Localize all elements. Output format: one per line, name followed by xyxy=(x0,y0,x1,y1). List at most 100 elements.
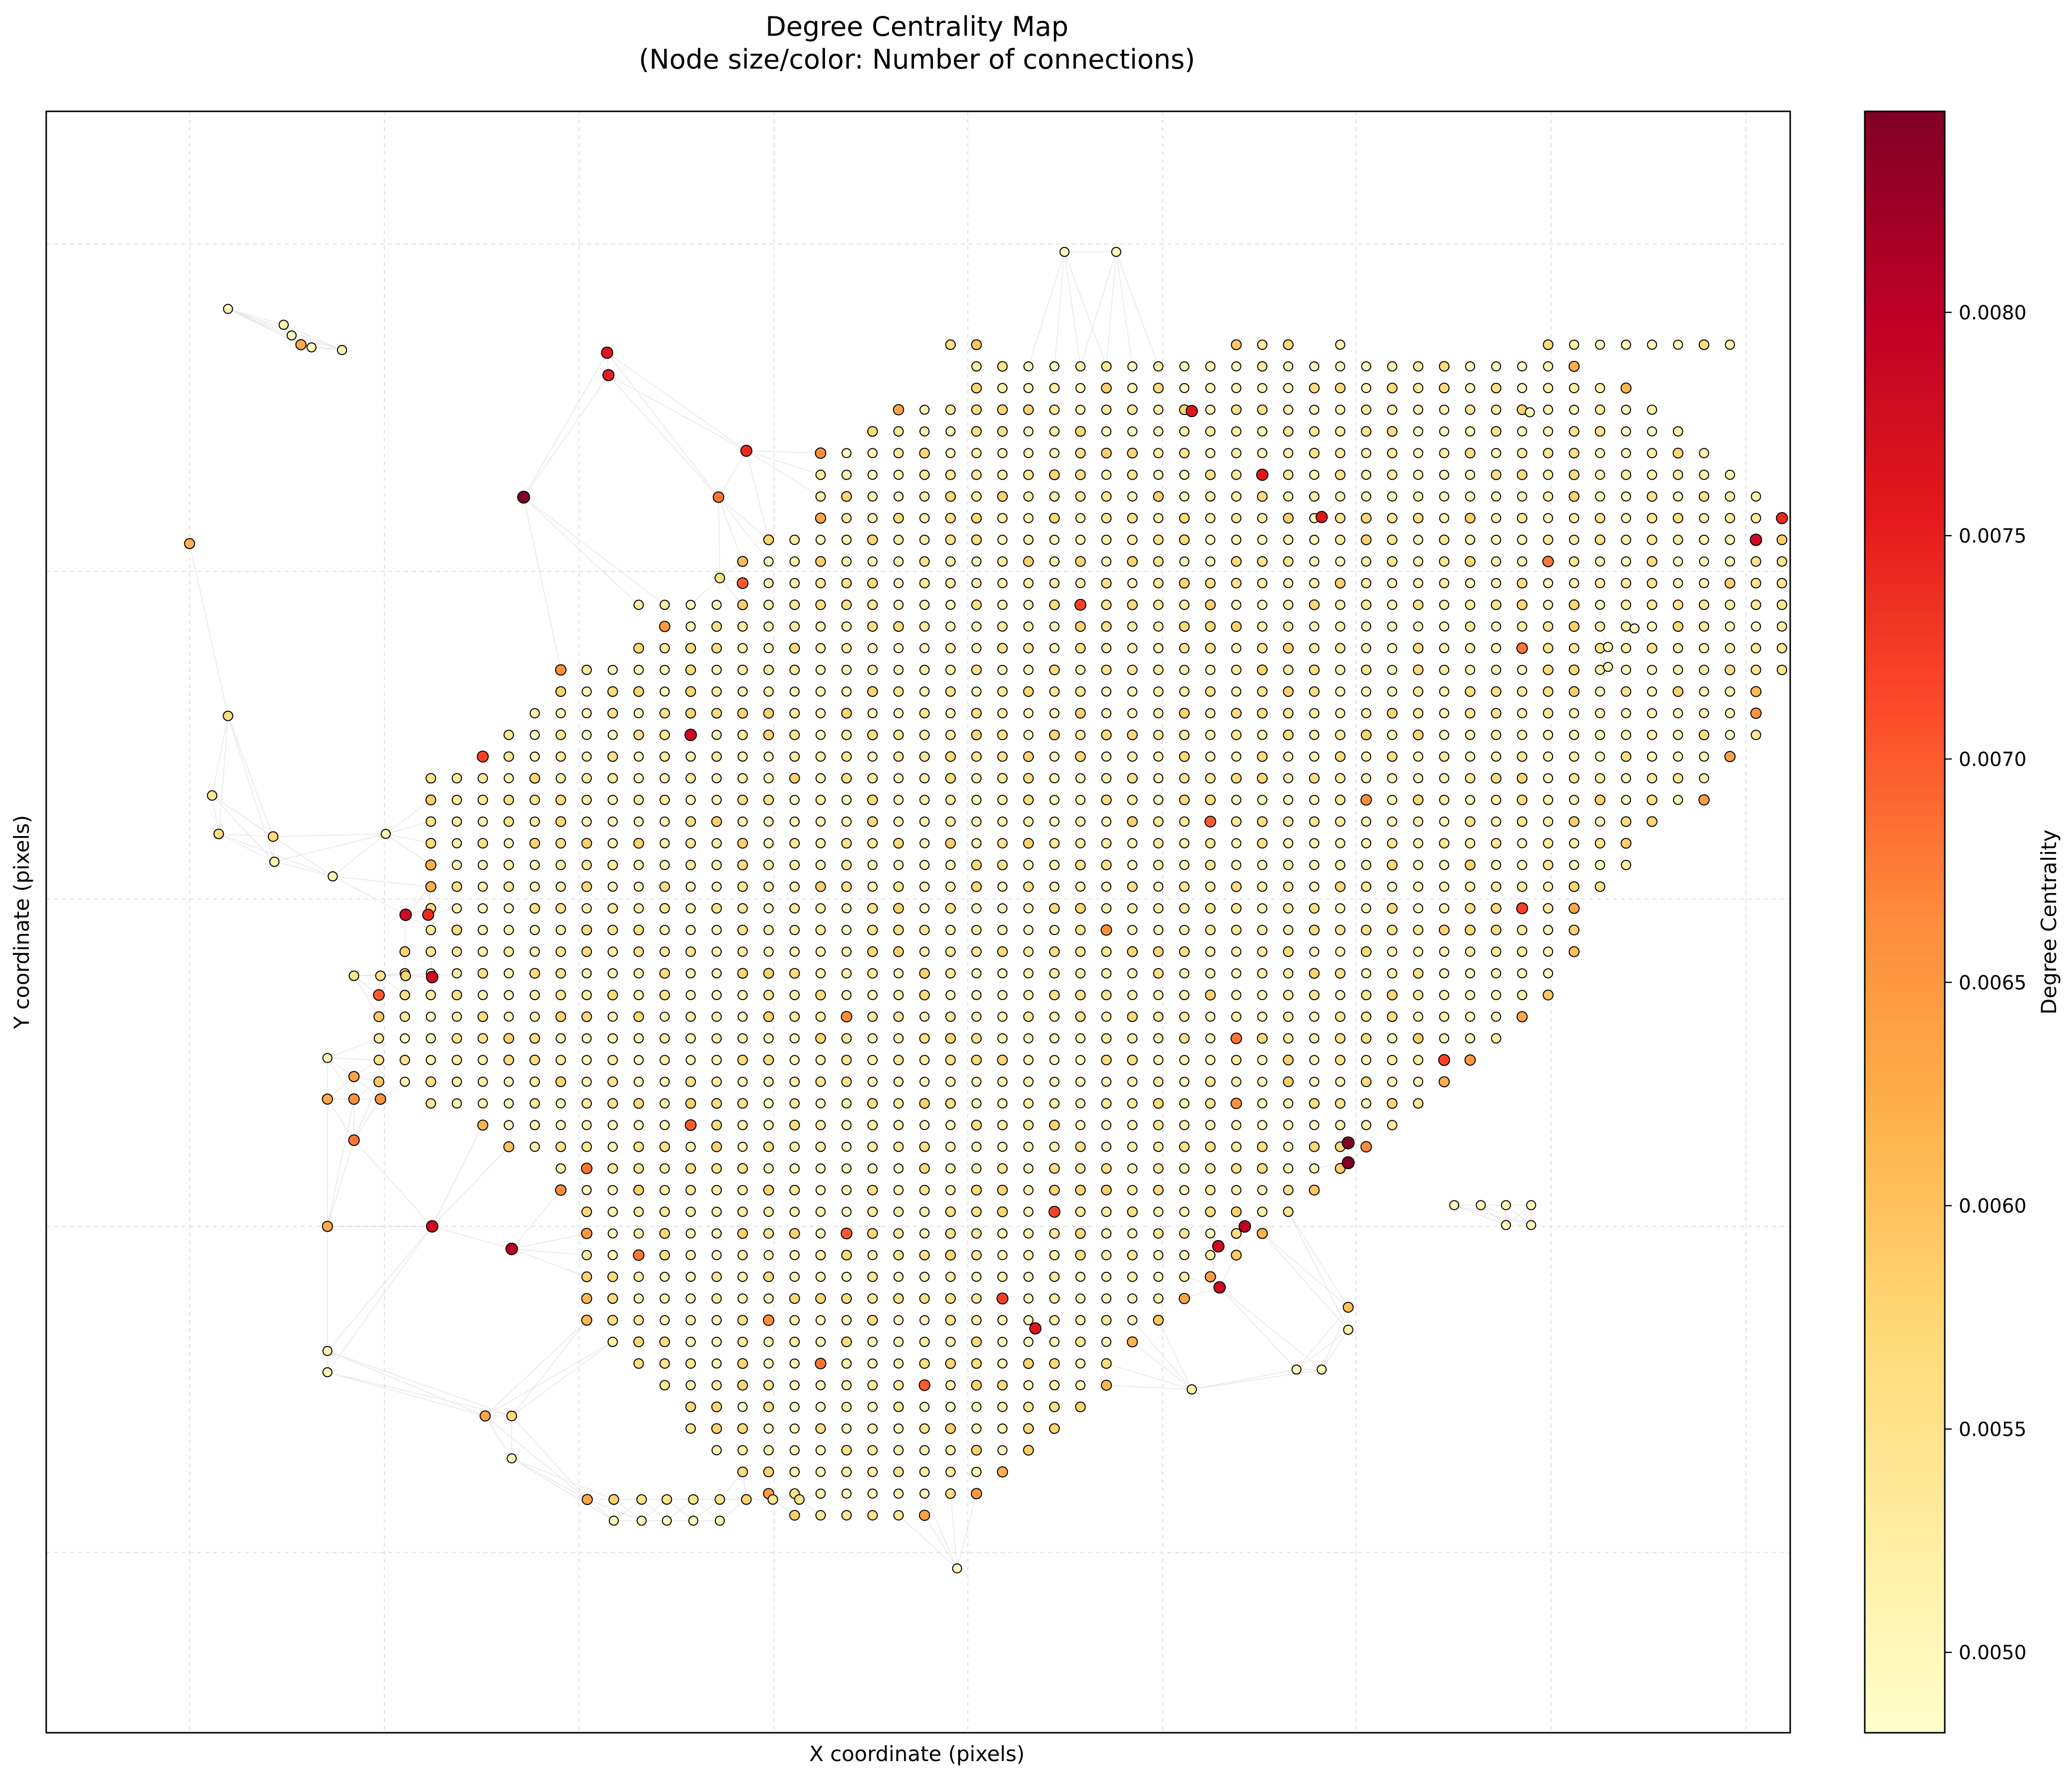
graph-node xyxy=(503,1077,514,1087)
graph-node xyxy=(1257,772,1268,784)
graph-node xyxy=(1750,556,1761,567)
graph-node xyxy=(997,1033,1008,1044)
graph-node xyxy=(1361,946,1372,957)
graph-node xyxy=(1491,708,1501,719)
graph-node xyxy=(529,903,540,914)
graph-node xyxy=(1101,1228,1112,1239)
graph-node xyxy=(1101,491,1112,502)
graph-node xyxy=(1179,903,1190,914)
graph-node xyxy=(867,1271,878,1282)
graph-node xyxy=(867,1055,878,1065)
graph-node xyxy=(1647,512,1658,523)
graph-node xyxy=(841,1250,852,1261)
graph-node xyxy=(1231,925,1242,935)
graph-node xyxy=(425,1098,436,1109)
graph-node xyxy=(1231,1228,1242,1239)
graph-node xyxy=(1516,599,1528,610)
graph-node xyxy=(581,1120,592,1130)
graph-node xyxy=(1127,1054,1138,1066)
graph-node xyxy=(1750,513,1761,523)
graph-node xyxy=(997,578,1008,589)
graph-node xyxy=(425,1033,436,1044)
graph-node xyxy=(1075,1011,1086,1022)
graph-node xyxy=(1595,730,1605,740)
graph-node xyxy=(1283,534,1294,545)
graph-node xyxy=(971,968,982,979)
graph-node xyxy=(789,578,800,589)
graph-node xyxy=(1256,468,1269,481)
graph-node xyxy=(867,1120,878,1130)
graph-node xyxy=(1283,405,1294,415)
graph-node xyxy=(737,1271,748,1282)
graph-node xyxy=(1283,426,1294,437)
graph-node xyxy=(997,773,1008,784)
graph-node xyxy=(1049,1337,1060,1347)
graph-node xyxy=(711,1184,722,1195)
graph-node xyxy=(1725,339,1736,350)
graph-node xyxy=(789,1119,800,1131)
colorbar-tick-label: 0.0075 xyxy=(1959,525,2026,548)
graph-node xyxy=(1049,773,1060,783)
graph-node xyxy=(789,1141,800,1152)
graph-node xyxy=(478,990,488,1001)
graph-node xyxy=(1621,773,1631,783)
graph-node xyxy=(660,838,670,848)
graph-node xyxy=(1153,534,1164,545)
graph-node xyxy=(478,925,488,935)
graph-node xyxy=(763,1380,774,1391)
graph-node xyxy=(1465,773,1476,784)
graph-node xyxy=(711,1401,722,1413)
graph-node xyxy=(1629,623,1640,634)
graph-node xyxy=(1153,513,1163,523)
graph-node xyxy=(789,859,800,870)
graph-node xyxy=(1231,1141,1242,1152)
graph-node xyxy=(503,1012,514,1022)
graph-node xyxy=(529,860,540,870)
graph-node xyxy=(1647,686,1658,697)
graph-node xyxy=(971,621,982,632)
graph-node xyxy=(1049,383,1060,394)
graph-node xyxy=(1153,383,1164,394)
graph-node xyxy=(451,1033,462,1044)
graph-node xyxy=(971,643,982,654)
graph-node xyxy=(841,1445,852,1456)
graph-node xyxy=(1673,730,1683,740)
graph-node xyxy=(971,1163,982,1174)
graph-node xyxy=(1179,925,1190,935)
graph-node xyxy=(1101,534,1112,545)
graph-node xyxy=(1023,946,1034,957)
graph-node xyxy=(738,1402,748,1412)
graph-node xyxy=(1283,621,1294,632)
graph-node xyxy=(789,1163,800,1174)
graph-node xyxy=(607,1076,618,1087)
graph-node xyxy=(400,990,411,1001)
graph-node xyxy=(400,970,412,981)
graph-node xyxy=(1127,773,1138,784)
graph-node xyxy=(1101,643,1112,654)
graph-node xyxy=(971,1271,982,1282)
graph-node xyxy=(841,448,852,458)
graph-node xyxy=(971,1293,982,1304)
graph-node xyxy=(1413,534,1423,545)
graph-node xyxy=(1387,361,1398,372)
graph-node xyxy=(1412,665,1424,676)
graph-node xyxy=(1023,1077,1034,1087)
graph-node xyxy=(1594,512,1605,523)
graph-node xyxy=(1101,1358,1112,1369)
graph-node xyxy=(1620,382,1632,394)
graph-node xyxy=(1023,643,1034,654)
graph-node xyxy=(633,1141,644,1152)
graph-node xyxy=(789,751,800,762)
graph-node xyxy=(997,686,1008,697)
graph-node xyxy=(893,990,904,1001)
graph-node xyxy=(1699,686,1709,697)
graph-node xyxy=(659,881,670,892)
graph-node xyxy=(1569,795,1579,805)
graph-node xyxy=(1387,816,1398,827)
graph-node xyxy=(893,512,904,524)
graph-node xyxy=(763,1314,774,1326)
graph-node xyxy=(711,1445,722,1455)
graph-node xyxy=(633,1163,644,1174)
graph-node xyxy=(452,838,462,848)
graph-node xyxy=(1205,383,1216,393)
